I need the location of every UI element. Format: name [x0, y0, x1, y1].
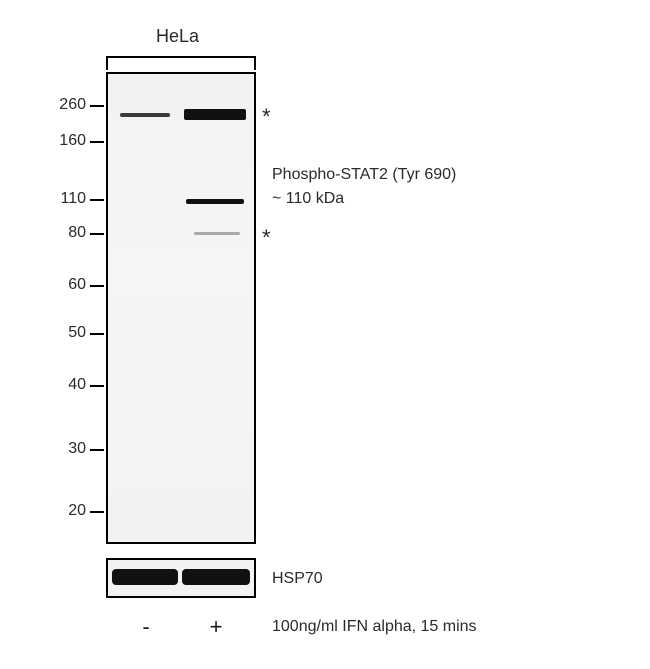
- asterisk-80: *: [262, 225, 271, 251]
- mw-label-30: 30: [48, 440, 86, 458]
- mw-tick-110: [90, 199, 104, 201]
- target-mw: ~ 110 kDa: [272, 190, 344, 208]
- hsp70-plus: [182, 569, 250, 585]
- mw-label-80: 80: [48, 224, 86, 242]
- treatment-label: 100ng/ml IFN alpha, 15 mins: [272, 618, 477, 636]
- mw-tick-80: [90, 233, 104, 235]
- mw-label-40: 40: [48, 376, 86, 394]
- target-label: Phospho-STAT2 (Tyr 690): [272, 166, 456, 184]
- mw-tick-60: [90, 285, 104, 287]
- mw-label-160: 160: [48, 132, 86, 150]
- nonspecific-80-plus: [194, 232, 240, 235]
- mw-label-260: 260: [48, 96, 86, 114]
- mw-label-20: 20: [48, 502, 86, 520]
- nonspecific-high-minus: [120, 113, 170, 117]
- main-blot-panel: [106, 72, 256, 544]
- hsp70-minus: [112, 569, 178, 585]
- mw-tick-30: [90, 449, 104, 451]
- nonspecific-high-plus: [184, 109, 246, 120]
- mw-label-110: 110: [48, 190, 86, 208]
- treatment-plus: +: [206, 614, 226, 640]
- mw-tick-160: [90, 141, 104, 143]
- mw-label-50: 50: [48, 324, 86, 342]
- sample-bracket: [106, 56, 256, 58]
- pstat2-band-plus: [186, 199, 244, 204]
- mw-tick-260: [90, 105, 104, 107]
- sample-label: HeLa: [156, 26, 199, 47]
- mw-tick-20: [90, 511, 104, 513]
- treatment-minus: -: [136, 614, 156, 640]
- loading-control-label: HSP70: [272, 570, 323, 588]
- mw-label-60: 60: [48, 276, 86, 294]
- western-blot-figure: HeLa 260 160 110 80 60 50 40 30 20 * * P…: [0, 0, 650, 669]
- asterisk-high: *: [262, 104, 271, 130]
- mw-tick-50: [90, 333, 104, 335]
- mw-tick-40: [90, 385, 104, 387]
